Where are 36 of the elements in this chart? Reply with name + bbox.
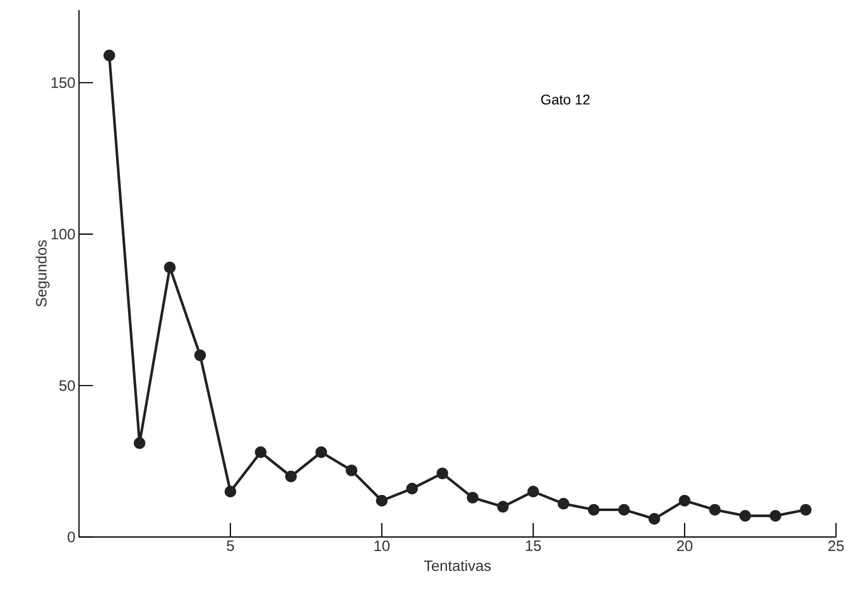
point bbox=[588, 504, 600, 516]
x-axis-title: Tentativas bbox=[424, 560, 491, 572]
point bbox=[346, 464, 358, 476]
x-tick-label: 20 bbox=[677, 540, 692, 552]
point bbox=[134, 437, 146, 449]
point bbox=[103, 50, 116, 62]
point bbox=[254, 446, 266, 458]
y-tick-label: 150 bbox=[52, 77, 75, 88]
y-axis-title: Segundos bbox=[36, 240, 50, 307]
point bbox=[466, 492, 478, 504]
y-tick-label: 100 bbox=[52, 228, 75, 240]
point bbox=[558, 498, 570, 510]
point bbox=[315, 446, 328, 458]
x-tick-label: 10 bbox=[374, 540, 390, 552]
point bbox=[678, 494, 690, 506]
point bbox=[709, 504, 721, 516]
point bbox=[739, 510, 751, 522]
y-tick-label: 50 bbox=[59, 380, 75, 391]
point bbox=[648, 513, 660, 525]
point bbox=[224, 486, 236, 498]
annotation: Gato 12 bbox=[541, 94, 590, 105]
point bbox=[406, 482, 418, 494]
point bbox=[497, 500, 509, 513]
point bbox=[376, 494, 388, 506]
point bbox=[194, 349, 206, 362]
point bbox=[527, 486, 539, 498]
point bbox=[618, 504, 630, 516]
x-tick-label: 5 bbox=[226, 540, 234, 551]
point bbox=[800, 504, 812, 516]
point bbox=[164, 262, 176, 274]
x-tick-label: 25 bbox=[828, 540, 844, 552]
point bbox=[436, 468, 448, 480]
y-tick-label: 0 bbox=[68, 532, 75, 542]
point bbox=[770, 510, 782, 522]
x-tick-label: 15 bbox=[526, 540, 541, 551]
point bbox=[285, 470, 297, 482]
